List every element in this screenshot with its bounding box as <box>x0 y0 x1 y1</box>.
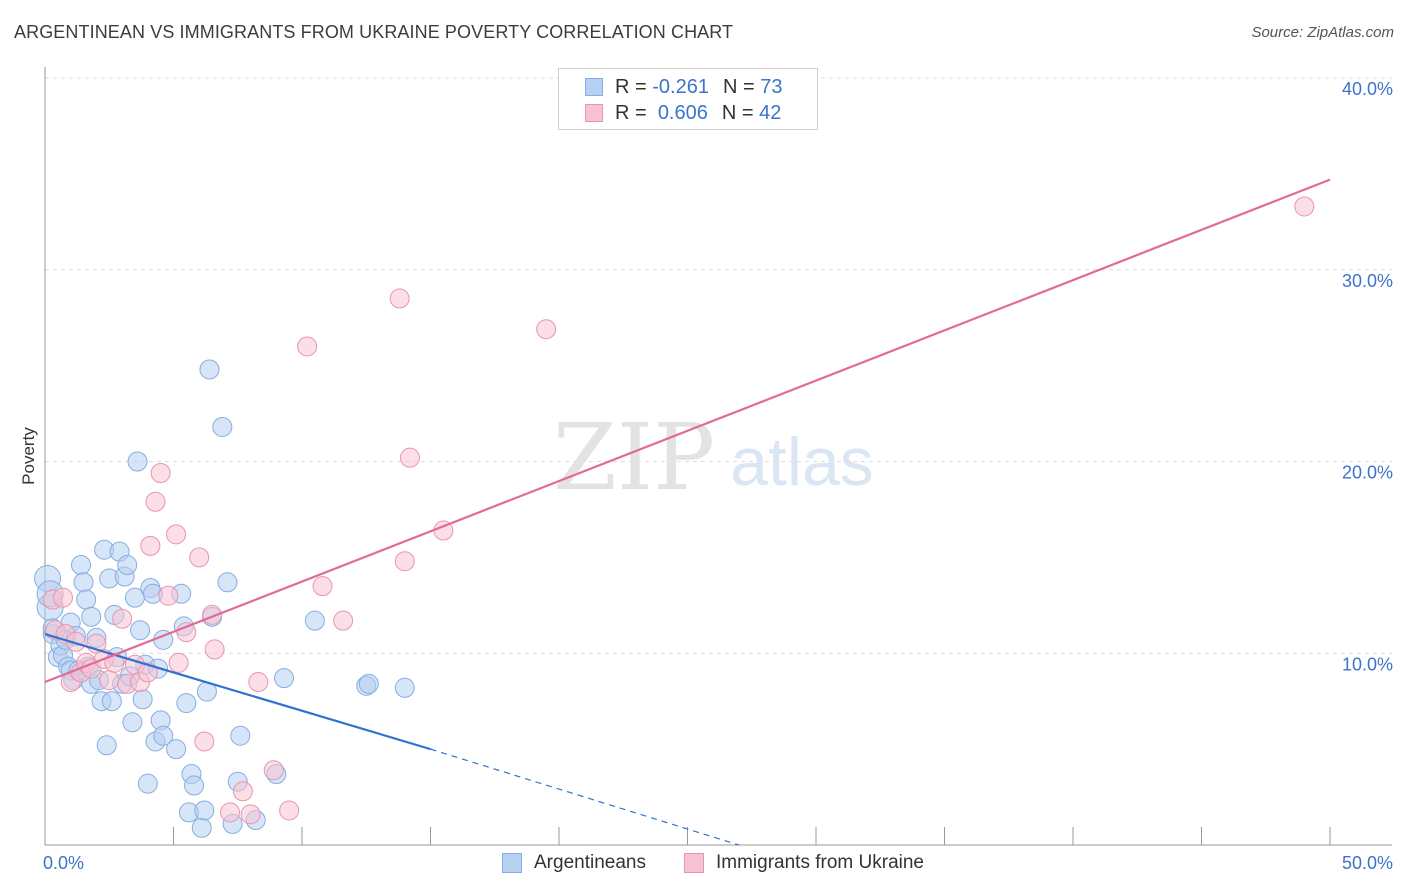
watermark-atlas: atlas <box>730 424 874 500</box>
data-point <box>194 731 215 752</box>
data-point <box>536 319 557 340</box>
data-point <box>137 662 158 683</box>
stats-row-ukraine: R = 0.606 N = 42 <box>585 101 781 125</box>
data-point <box>1294 196 1315 217</box>
data-point <box>184 775 205 796</box>
data-point <box>117 555 138 576</box>
data-point <box>191 817 212 838</box>
data-point <box>101 691 122 712</box>
y-tick-label: 40.0% <box>1342 79 1393 99</box>
data-point <box>212 416 233 437</box>
legend-label: Argentineans <box>534 852 646 873</box>
data-point <box>70 555 91 576</box>
data-point <box>189 547 210 568</box>
data-point <box>279 800 300 821</box>
chart-title: ARGENTINEAN VS IMMIGRANTS FROM UKRAINE P… <box>14 22 734 42</box>
data-point <box>137 773 158 794</box>
n-value: 42 <box>759 101 782 124</box>
blue-swatch <box>585 78 603 96</box>
data-point <box>65 631 86 652</box>
data-point <box>358 673 379 694</box>
data-point <box>194 800 215 821</box>
data-point <box>394 551 415 572</box>
y-tick-label: 20.0% <box>1342 463 1393 483</box>
n-label: N = <box>721 101 754 124</box>
trendline-argentineans <box>44 633 431 751</box>
data-point <box>240 804 261 825</box>
data-point <box>312 576 333 597</box>
x-tick-label: 0.0% <box>43 853 84 873</box>
x-tick-label: 50.0% <box>1342 853 1393 873</box>
data-point <box>248 672 269 693</box>
data-point <box>76 589 97 610</box>
series-argentineans <box>34 359 415 838</box>
data-point <box>217 572 238 593</box>
data-point <box>52 587 73 608</box>
n-value: 73 <box>760 75 783 98</box>
series-immigrants-from-ukraine <box>42 196 1315 825</box>
source-credit: Source: ZipAtlas.com <box>1251 24 1394 41</box>
stats-row-argentineans: R = -0.261 N = 73 <box>585 75 782 99</box>
y-tick-label: 10.0% <box>1342 654 1393 674</box>
blue-swatch <box>502 853 522 873</box>
tick-labels: 10.0% 20.0% 30.0% 40.0% 0.0% 50.0% <box>43 79 1393 873</box>
data-point <box>122 712 143 733</box>
r-label: R = <box>615 75 647 98</box>
data-point <box>104 652 125 673</box>
data-point <box>99 670 120 691</box>
legend-label: Immigrants from Ukraine <box>716 852 924 873</box>
data-point <box>220 802 241 823</box>
data-point <box>274 668 295 689</box>
data-point <box>204 639 225 660</box>
data-point <box>199 359 220 380</box>
data-point <box>158 585 179 606</box>
data-point <box>176 622 197 643</box>
data-point <box>304 610 325 631</box>
pink-swatch <box>684 853 704 873</box>
data-point <box>112 608 133 629</box>
data-point <box>333 610 354 631</box>
axes <box>44 67 1392 846</box>
data-point <box>297 336 318 357</box>
r-label: R = <box>615 101 647 124</box>
trendlines <box>44 178 1331 846</box>
data-point <box>230 725 251 746</box>
data-point <box>166 739 187 760</box>
data-point <box>127 451 148 472</box>
n-label: N = <box>722 75 755 98</box>
grid-lines <box>45 77 1392 654</box>
data-point <box>132 689 153 710</box>
trendline-immigrants-from-ukraine <box>44 178 1331 684</box>
data-point <box>96 735 117 756</box>
data-point <box>73 572 94 593</box>
data-point <box>153 725 174 746</box>
legend-item-immigrants-from-ukraine[interactable]: Immigrants from Ukraine <box>684 852 924 874</box>
legend-item-argentineans[interactable]: Argentineans <box>502 852 646 874</box>
watermark-zip: ZIP <box>553 404 715 511</box>
watermark: ZIP atlas <box>553 404 874 511</box>
data-point <box>263 760 284 781</box>
data-point <box>394 677 415 698</box>
r-value: 0.606 <box>657 101 708 124</box>
data-point <box>145 491 166 512</box>
trendline-argentineans-extension <box>430 748 740 846</box>
y-axis-label: Poverty <box>19 427 38 485</box>
data-point <box>166 524 187 545</box>
data-point <box>140 535 161 556</box>
data-point <box>81 606 102 627</box>
r-value: -0.261 <box>652 75 709 98</box>
data-point <box>176 693 197 714</box>
y-tick-label: 30.0% <box>1342 271 1393 291</box>
pink-swatch <box>585 104 603 122</box>
data-point <box>389 288 410 309</box>
data-point <box>150 463 171 484</box>
data-point <box>130 620 151 641</box>
data-point <box>399 447 420 468</box>
stats-legend: R = -0.261 N = 73 R = 0.606 N = 42 <box>558 68 818 130</box>
data-point <box>168 652 189 673</box>
data-point <box>232 781 253 802</box>
